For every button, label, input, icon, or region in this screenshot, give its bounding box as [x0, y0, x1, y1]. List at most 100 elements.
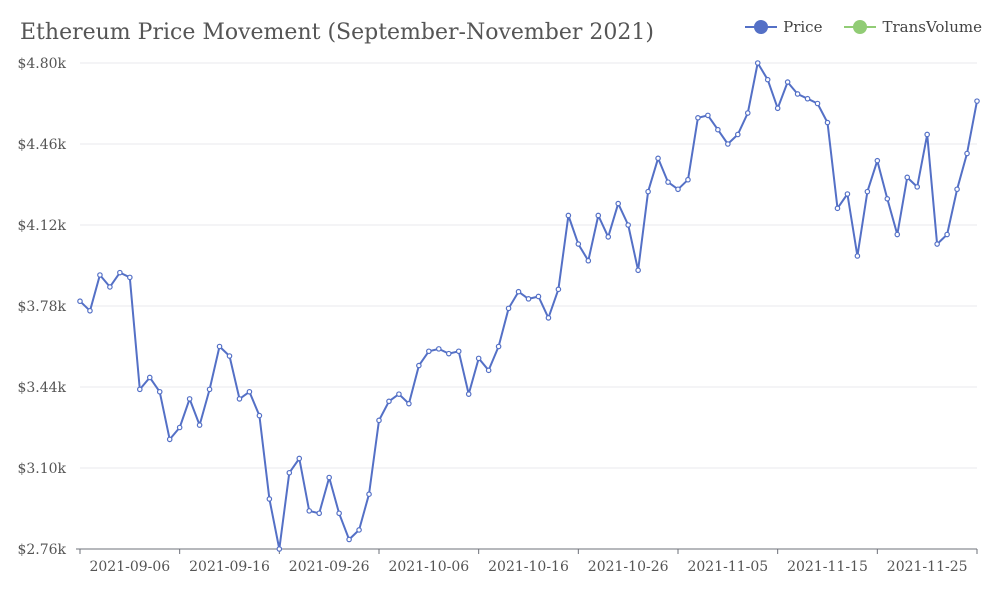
data-point [834, 205, 841, 212]
x-tick-label: 2021-09-06 [89, 559, 170, 575]
data-point [665, 179, 671, 185]
data-point [166, 436, 173, 443]
data-point [137, 386, 143, 393]
data-point [814, 100, 821, 107]
y-tick-label: $4.12k [17, 218, 66, 234]
x-tick-label: 2021-11-25 [887, 559, 968, 575]
data-point [715, 126, 721, 133]
legend-dot-transvolume [853, 20, 868, 34]
data-point [286, 469, 293, 476]
data-point [515, 288, 522, 295]
data-point [784, 79, 791, 85]
y-tick-label: $3.44k [17, 380, 66, 396]
data-point [884, 195, 891, 202]
data-point [475, 355, 482, 362]
data-point [236, 396, 243, 402]
data-point [615, 200, 622, 207]
data-point [117, 269, 123, 276]
data-point [754, 60, 761, 66]
data-point [386, 398, 392, 405]
series-layer [77, 60, 980, 552]
x-tick-label: 2021-11-05 [687, 559, 768, 575]
x-tick-label: 2021-10-16 [488, 559, 569, 575]
data-point [535, 293, 542, 300]
y-tick-label: $3.78k [17, 299, 66, 315]
x-axis: 2021-09-06 2021-09-16 2021-09-26 2021-10-06… [76, 548, 978, 575]
data-point [376, 417, 382, 424]
y-tick-label: $4.46k [17, 137, 66, 153]
legend-item-price[interactable]: Price [745, 18, 822, 36]
data-point [336, 510, 342, 517]
legend-dot-price [754, 20, 769, 34]
data-point [645, 188, 651, 195]
data-point [605, 234, 612, 240]
data-point [256, 412, 263, 419]
data-point [655, 155, 661, 162]
data-point [97, 272, 103, 278]
data-point [854, 253, 861, 259]
chart-title: Ethereum Price Movement (September-Novem… [20, 20, 654, 45]
data-point [505, 305, 512, 312]
x-tick-label: 2021-10-06 [388, 559, 469, 575]
data-point [226, 353, 233, 359]
data-point [545, 315, 552, 321]
data-point [435, 346, 442, 352]
data-point [495, 343, 502, 350]
data-point [635, 267, 641, 274]
data-point [744, 110, 751, 116]
data-point [585, 257, 592, 264]
legend-swatch-price [745, 20, 778, 34]
data-point [924, 131, 930, 138]
data-point [326, 474, 332, 481]
data-point [356, 527, 362, 533]
data-point [206, 386, 213, 393]
y-tick-label: $3.10k [17, 461, 66, 477]
data-point [416, 362, 422, 369]
legend-label-price: Price [783, 18, 823, 36]
data-point [266, 496, 273, 502]
y-tick-label: $4.80k [17, 56, 66, 72]
data-point [77, 298, 83, 305]
data-point [595, 212, 602, 219]
x-tick-label: 2021-10-26 [588, 559, 669, 575]
data-point [695, 114, 701, 121]
grid-lines [80, 62, 977, 550]
data-point [565, 212, 572, 219]
data-point [934, 241, 940, 247]
data-point [824, 119, 831, 126]
data-point [954, 186, 960, 193]
data-point [794, 91, 801, 97]
data-point [87, 307, 93, 314]
data-point [904, 174, 911, 181]
x-tick-label: 2021-11-15 [787, 559, 868, 575]
legend-item-transvolume[interactable]: TransVolume [844, 18, 982, 36]
data-point [216, 343, 223, 350]
data-point [705, 112, 711, 119]
data-point [176, 424, 183, 431]
data-point [914, 184, 921, 190]
data-point [426, 348, 432, 355]
data-point [764, 76, 771, 83]
data-point [107, 284, 113, 290]
legend-label-transvolume: TransVolume [882, 18, 982, 36]
data-point [276, 546, 283, 552]
data-point [974, 98, 980, 104]
data-point [186, 396, 193, 402]
data-point [525, 296, 532, 302]
legend-swatch-transvolume [844, 20, 877, 34]
data-point [944, 231, 950, 238]
data-point [485, 367, 492, 374]
data-point [296, 455, 303, 462]
data-point [894, 231, 901, 238]
data-point [146, 374, 153, 381]
data-point [625, 222, 631, 228]
data-point [306, 508, 313, 514]
x-tick-label: 2021-09-16 [189, 559, 270, 575]
data-point [774, 105, 781, 112]
y-tick-label: $2.76k [17, 542, 66, 558]
chart-legend: Price TransVolume [745, 18, 982, 36]
data-point [246, 388, 253, 395]
data-point [575, 241, 582, 247]
